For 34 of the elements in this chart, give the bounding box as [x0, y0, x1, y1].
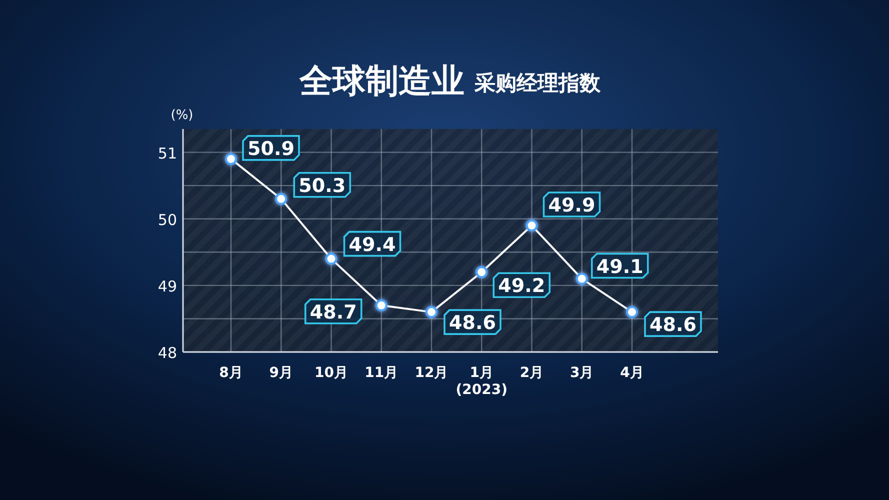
x-tick-label: 11月 — [364, 365, 398, 381]
point — [476, 266, 488, 278]
x-tick-label: 4月 — [620, 365, 644, 381]
chart-title: 全球制造业 — [298, 61, 464, 100]
x-tick-label: 2月 — [520, 365, 544, 381]
x-tick-label: 9月 — [269, 365, 293, 381]
x-tick-label: 3月 — [570, 365, 594, 381]
data-label: 50.9 — [248, 138, 294, 160]
point — [325, 252, 338, 265]
x-tick-label: 8月 — [219, 365, 243, 381]
y-tick-label: 51 — [158, 144, 177, 162]
chart-subtitle: 采购经理指数 — [474, 71, 602, 95]
point — [526, 220, 538, 232]
point — [375, 299, 388, 312]
data-label: 50.3 — [298, 174, 346, 197]
x-tick-label: 12月 — [414, 365, 448, 381]
x-tick-label: 10月 — [314, 365, 348, 381]
data-label: 49.2 — [498, 275, 546, 298]
point — [275, 192, 288, 205]
point — [225, 152, 237, 165]
y-tick-label: 49 — [158, 277, 177, 296]
y-tick-label: 50 — [158, 210, 177, 229]
data-label: 49.9 — [548, 194, 596, 217]
point — [576, 272, 588, 285]
y-axis-title: (%) — [170, 108, 194, 123]
y-tick-label: 48 — [158, 344, 177, 362]
data-label: 49.1 — [596, 256, 644, 278]
data-label: 48.7 — [310, 301, 357, 324]
x-tick-label: 1月 (2023) — [456, 365, 508, 398]
data-label: 48.6 — [449, 312, 496, 334]
point — [426, 306, 438, 318]
data-label: 48.6 — [650, 314, 696, 336]
point — [626, 306, 638, 318]
data-label: 49.4 — [348, 234, 396, 256]
